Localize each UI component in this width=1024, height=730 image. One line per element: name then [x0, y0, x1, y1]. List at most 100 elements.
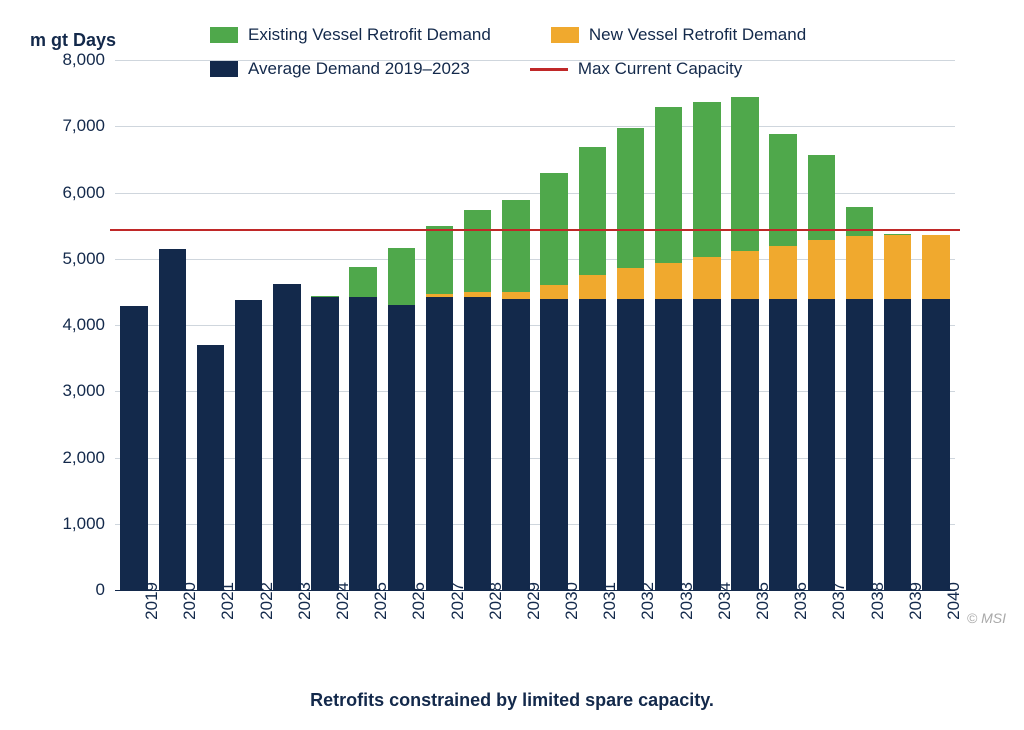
bar-2019 — [120, 60, 147, 590]
bar-seg-avg — [579, 299, 606, 591]
bar-2021 — [197, 60, 224, 590]
bar-seg-existing — [884, 234, 911, 235]
bar-2020 — [159, 60, 186, 590]
bar-seg-new — [502, 292, 529, 299]
bar-seg-new — [846, 236, 873, 299]
x-tick-label: 2032 — [638, 582, 658, 652]
bar-seg-new — [808, 240, 835, 298]
bar-seg-new — [464, 292, 491, 297]
chart-caption: Retrofits constrained by limited spare c… — [0, 690, 1024, 711]
x-tick-label: 2027 — [448, 582, 468, 652]
y-tick-label: 4,000 — [30, 315, 105, 335]
bar-2040 — [922, 60, 949, 590]
legend-label: Average Demand 2019–2023 — [248, 59, 470, 79]
chart-container: m gt Days 01,0002,0003,0004,0005,0006,00… — [0, 0, 1024, 730]
bar-seg-avg — [464, 297, 491, 590]
bar-seg-avg — [388, 305, 415, 590]
bar-seg-avg — [120, 306, 147, 590]
bar-2028 — [464, 60, 491, 590]
legend-item-new: New Vessel Retrofit Demand — [551, 25, 806, 45]
bar-seg-avg — [159, 249, 186, 590]
bar-2032 — [617, 60, 644, 590]
bar-seg-new — [617, 268, 644, 298]
bar-seg-new — [655, 263, 682, 299]
bar-seg-avg — [655, 299, 682, 591]
y-tick-label: 6,000 — [30, 183, 105, 203]
x-tick-label: 2019 — [142, 582, 162, 652]
bar-seg-avg — [235, 300, 262, 590]
legend-item-avg: Average Demand 2019–2023 — [210, 59, 470, 79]
bar-2025 — [349, 60, 376, 590]
bar-seg-existing — [693, 102, 720, 257]
bar-2033 — [655, 60, 682, 590]
bar-seg-avg — [769, 299, 796, 591]
y-tick-label: 8,000 — [30, 50, 105, 70]
y-tick-label: 3,000 — [30, 381, 105, 401]
chart-credit: © MSI — [967, 610, 1006, 626]
bar-2022 — [235, 60, 262, 590]
x-tick-label: 2040 — [944, 582, 964, 652]
bar-seg-avg — [693, 299, 720, 591]
x-tick-label: 2025 — [371, 582, 391, 652]
legend-label: Existing Vessel Retrofit Demand — [248, 25, 491, 45]
x-tick-label: 2033 — [677, 582, 697, 652]
bar-seg-existing — [426, 226, 453, 294]
bar-2026 — [388, 60, 415, 590]
bar-2023 — [273, 60, 300, 590]
legend-label: New Vessel Retrofit Demand — [589, 25, 806, 45]
bar-2024 — [311, 60, 338, 590]
bar-seg-existing — [808, 155, 835, 240]
bar-seg-existing — [731, 97, 758, 251]
bar-seg-new — [540, 285, 567, 298]
legend-swatch — [210, 61, 238, 77]
x-tick-label: 2039 — [906, 582, 926, 652]
x-tick-label: 2020 — [180, 582, 200, 652]
bar-2037 — [808, 60, 835, 590]
bar-seg-existing — [617, 128, 644, 268]
bar-seg-new — [579, 275, 606, 298]
x-tick-label: 2024 — [333, 582, 353, 652]
bar-seg-new — [693, 257, 720, 299]
bar-seg-avg — [808, 299, 835, 591]
x-tick-label: 2037 — [829, 582, 849, 652]
bar-2038 — [846, 60, 873, 590]
x-tick-label: 2038 — [868, 582, 888, 652]
x-tick-label: 2022 — [257, 582, 277, 652]
x-tick-label: 2031 — [600, 582, 620, 652]
x-tick-label: 2035 — [753, 582, 773, 652]
bar-seg-avg — [273, 284, 300, 590]
bar-seg-existing — [655, 107, 682, 263]
y-axis-title: m gt Days — [30, 30, 116, 51]
bar-2030 — [540, 60, 567, 590]
bar-seg-avg — [540, 299, 567, 591]
bar-seg-existing — [502, 200, 529, 291]
bar-2029 — [502, 60, 529, 590]
bar-seg-existing — [311, 296, 338, 297]
bar-seg-avg — [884, 299, 911, 591]
bar-seg-avg — [502, 299, 529, 591]
bar-seg-new — [884, 235, 911, 299]
bar-seg-new — [731, 251, 758, 299]
legend: Existing Vessel Retrofit Demand New Vesse… — [210, 25, 890, 79]
bar-2036 — [769, 60, 796, 590]
y-tick-label: 0 — [30, 580, 105, 600]
x-tick-label: 2030 — [562, 582, 582, 652]
x-tick-label: 2023 — [295, 582, 315, 652]
bar-2039 — [884, 60, 911, 590]
y-tick-label: 2,000 — [30, 448, 105, 468]
bar-seg-existing — [464, 210, 491, 291]
legend-item-existing: Existing Vessel Retrofit Demand — [210, 25, 491, 45]
bar-seg-existing — [846, 207, 873, 235]
x-tick-label: 2029 — [524, 582, 544, 652]
x-tick-label: 2028 — [486, 582, 506, 652]
bar-seg-avg — [846, 299, 873, 591]
bar-seg-avg — [311, 297, 338, 590]
bar-seg-existing — [579, 147, 606, 275]
bar-seg-new — [426, 294, 453, 297]
bar-2034 — [693, 60, 720, 590]
x-tick-label: 2034 — [715, 582, 735, 652]
x-tick-label: 2026 — [409, 582, 429, 652]
bar-seg-new — [922, 235, 949, 299]
bar-seg-existing — [349, 267, 376, 297]
bar-seg-existing — [388, 248, 415, 306]
